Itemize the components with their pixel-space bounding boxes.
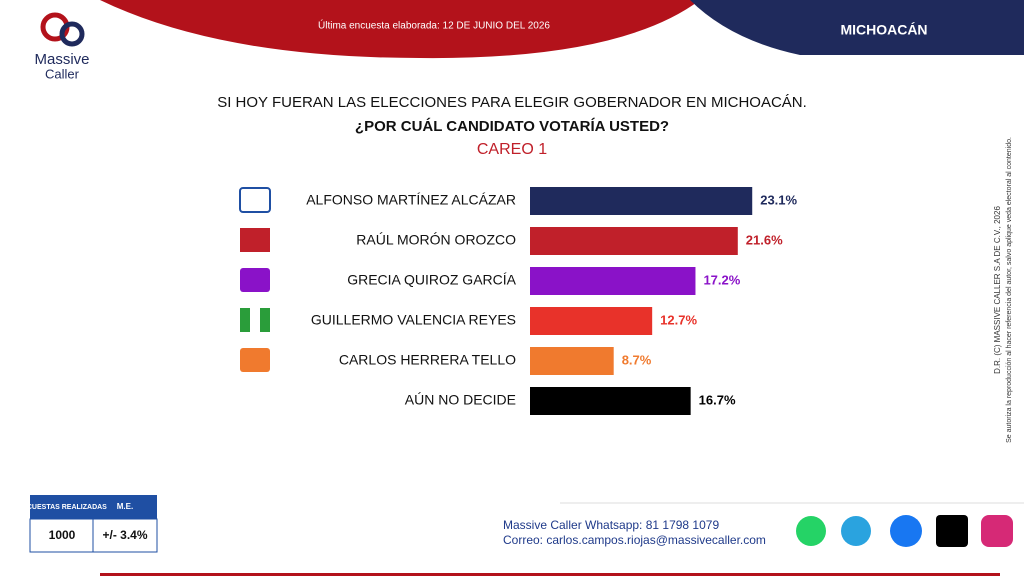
category-label: AÚN NO DECIDE xyxy=(405,392,516,408)
survey-table: ENCUESTAS REALIZADAS M.E. 1000 +/- 3.4% xyxy=(17,495,158,553)
category-label: GUILLERMO VALENCIA REYES xyxy=(311,312,516,328)
value-label: 17.2% xyxy=(703,272,740,287)
table-header-text: M.E. xyxy=(117,502,133,511)
category-label: ALFONSO MARTÍNEZ ALCÁZAR xyxy=(306,192,516,208)
survey-date: Última encuesta elaborada: 12 DE JUNIO D… xyxy=(318,19,550,32)
value-label: 12.7% xyxy=(660,312,697,327)
logo-mark xyxy=(59,21,85,47)
bar xyxy=(530,267,696,295)
table-header-text: ENCUESTAS REALIZADAS xyxy=(17,504,107,511)
category-label: GRECIA QUIROZ GARCÍA xyxy=(347,272,516,288)
value-label: 23.1% xyxy=(760,192,797,207)
x-icon[interactable] xyxy=(936,515,968,547)
party-icon xyxy=(240,228,270,252)
party-icons xyxy=(239,187,271,372)
instagram-icon[interactable] xyxy=(981,515,1013,547)
copyright: D.R. (C) MASSIVE CALLER S.A DE C.V., 202… xyxy=(993,206,1002,374)
logo-text: Caller xyxy=(45,66,80,81)
table-header xyxy=(30,495,157,519)
bar xyxy=(530,187,753,215)
chart-annotation: CAREO 1 xyxy=(477,141,547,158)
bars: ALFONSO MARTÍNEZ ALCÁZAR 23.1% RAÚL MORÓN … xyxy=(306,187,798,415)
facebook-icon[interactable] xyxy=(890,515,922,547)
party-icon xyxy=(240,268,270,292)
whatsapp-icon[interactable] xyxy=(796,516,826,546)
category-label: CARLOS HERRERA TELLO xyxy=(339,352,516,368)
header-swoosh xyxy=(100,0,700,59)
party-icon xyxy=(239,187,271,213)
value-label: 16.7% xyxy=(699,392,736,407)
party-icon xyxy=(250,308,260,332)
value-label: 21.6% xyxy=(746,232,783,247)
chart-subtitle: ¿POR CUÁL CANDIDATO VOTARÍA USTED? xyxy=(355,118,669,135)
chart-title: SI HOY FUERAN LAS ELECCIONES PARA ELEGIR… xyxy=(217,94,807,111)
table-cell: 1000 xyxy=(49,528,76,542)
party-icon xyxy=(240,348,270,372)
footer-whatsapp: Massive Caller Whatsapp: 81 1798 1079 xyxy=(503,518,719,532)
bar xyxy=(530,307,653,335)
state-name: MICHOACÁN xyxy=(840,22,927,38)
bottom-rule xyxy=(100,573,1000,576)
category-label: RAÚL MORÓN OROZCO xyxy=(356,232,516,248)
bar xyxy=(530,227,738,255)
bar xyxy=(530,387,691,415)
footer-email: Correo: carlos.campos.riojas@massivecall… xyxy=(503,533,766,547)
table-cell: +/- 3.4% xyxy=(102,528,147,542)
logo: Massive Caller xyxy=(34,12,90,81)
copyright: Se autoriza la reproducción al hacer ref… xyxy=(1006,137,1013,443)
header-band xyxy=(690,0,1024,55)
logo-text: Massive xyxy=(34,51,89,68)
value-label: 8.7% xyxy=(622,352,652,367)
bar xyxy=(530,347,614,375)
telegram-icon[interactable] xyxy=(841,516,871,546)
social-icons xyxy=(796,515,1013,547)
